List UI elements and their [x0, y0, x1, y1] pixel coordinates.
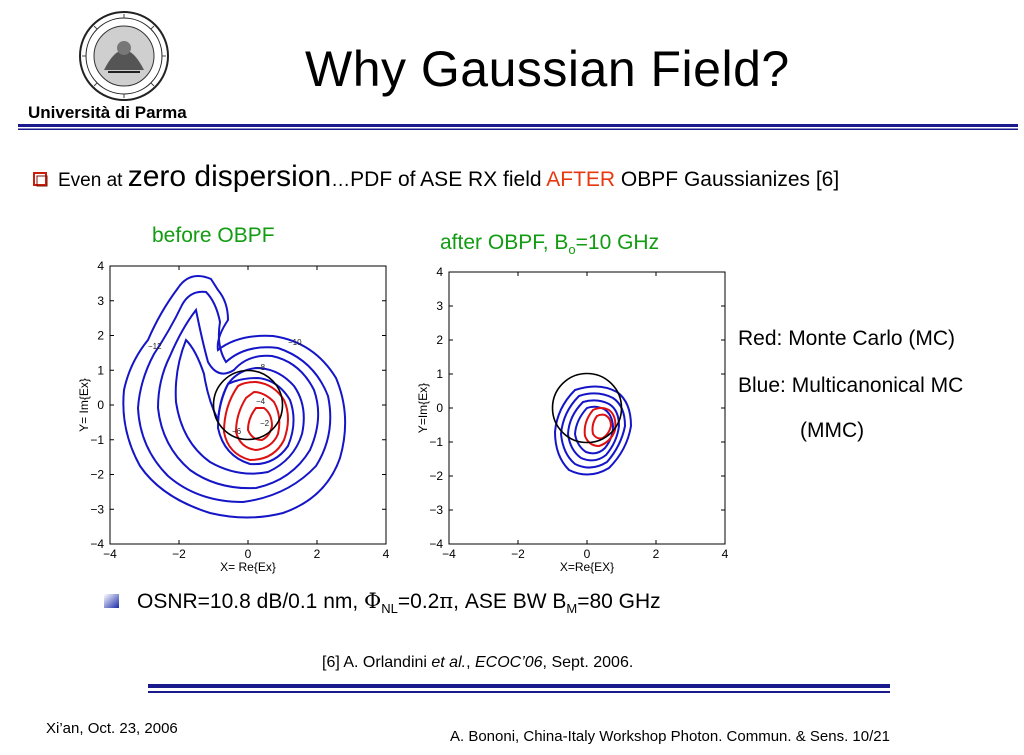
bullet-text-part1: Even at: [58, 170, 128, 191]
x-tick-label: 0: [245, 547, 252, 561]
after-obpf-label: after OBPF, Bo=10 GHz: [440, 231, 659, 257]
y-tick-label: −3: [90, 502, 104, 516]
y-tick-label: −3: [429, 503, 443, 517]
contour-label: −6: [232, 427, 242, 436]
y-tick-label: −4: [429, 537, 443, 551]
y-axis-label: Y=Im{Ex}: [416, 383, 430, 433]
y-tick-label: 0: [436, 401, 443, 415]
y-tick-label: 3: [436, 299, 443, 313]
x-tick-label: −2: [511, 547, 525, 561]
osnr-text: OSNR=10.8 dB/0.1 nm,: [137, 590, 365, 613]
reference-citation: [6] A. Orlandini et al., ECOC’06, Sept. …: [322, 654, 633, 672]
x-tick-label: 4: [383, 547, 390, 561]
ref-etal: et al.: [431, 654, 467, 671]
x-tick-label: −4: [442, 547, 456, 561]
y-tick-label: −1: [90, 433, 104, 447]
y-tick-label: 4: [436, 265, 443, 279]
bullet-gaussianizes-text: OBPF Gaussianizes [6]: [615, 168, 840, 191]
contour-label: −12: [148, 342, 162, 351]
y-tick-label: −2: [90, 468, 104, 482]
phi-value: =0.2: [397, 590, 440, 613]
bullet-zero-dispersion: zero dispersion: [127, 160, 332, 193]
y-tick-label: −2: [429, 469, 443, 483]
contour-labels: −12 −10 −8 −6 −4 −2: [148, 338, 302, 436]
unit-circle: [551, 372, 623, 444]
x-tick-label: −2: [172, 547, 186, 561]
after-obpf-label-sub: o: [568, 242, 576, 258]
x-tick-label: 0: [584, 547, 591, 561]
plot-axes: −4 −2 0 2 4 4 3 2 1 0 −1 −2 −3 −4 X=Re{EX} Y=Im{Ex}: [416, 265, 729, 574]
x-axis-label: X=Re{EX}: [560, 560, 614, 574]
footer-author-page: A. Bononi, China-Italy Workshop Photon. …: [450, 728, 890, 745]
ase-bw-text: , ASE BW B: [453, 590, 567, 613]
bullet-pdf-text: PDF of ASE RX field: [350, 168, 547, 191]
m-sub: M: [566, 601, 578, 617]
checkbox-bullet-icon: [33, 172, 48, 187]
slide-title: Why Gaussian Field?: [305, 41, 790, 97]
params-text: OSNR=10.8 dB/0.1 nm, ΦNL=0.2π, ASE BW BM…: [137, 589, 661, 616]
before-obpf-label: before OBPF: [152, 224, 275, 247]
university-name: Università di Parma: [28, 103, 187, 122]
x-tick-label: 4: [722, 547, 729, 561]
unit-circle: [212, 369, 284, 441]
y-tick-label: 0: [97, 398, 104, 412]
x-axis-label: X= Re{Ex}: [220, 560, 276, 574]
contour-label: −10: [288, 338, 302, 347]
after-obpf-label-bw: =10 GHz: [575, 231, 660, 254]
y-axis-label: Y= Im{Ex}: [78, 378, 91, 432]
bullet-text: Even at zero dispersion…PDF of ASE RX fi…: [58, 160, 839, 194]
nl-sub: NL: [381, 601, 398, 617]
y-tick-label: 2: [436, 333, 443, 347]
mc-contours: [583, 407, 617, 448]
footer-location-date: Xi’an, Oct. 23, 2006: [46, 720, 178, 737]
contour-label: −2: [260, 419, 270, 428]
ref-venue: ECOC’06: [474, 654, 543, 671]
contour-label: −4: [256, 397, 266, 406]
ref-date: , Sept. 2006.: [542, 654, 634, 671]
header-rule: [18, 124, 1018, 130]
square-bullet-icon: [104, 594, 119, 608]
x-tick-label: 2: [653, 547, 660, 561]
y-tick-label: 2: [97, 329, 104, 343]
bullet-ellipsis: …: [331, 170, 351, 191]
legend-mmc: Blue: Multicanonical MC: [738, 374, 964, 397]
footer-rule: [148, 684, 890, 693]
y-tick-label: −4: [90, 537, 104, 551]
y-tick-label: −1: [429, 435, 443, 449]
university-seal-logo: [79, 11, 169, 101]
pi-symbol: π: [439, 589, 454, 613]
ref-authors: [6] A. Orlandini: [322, 654, 432, 671]
legend-mmc-cont: (MMC): [800, 419, 865, 442]
contour-label: −8: [256, 363, 266, 372]
bullet-after-highlight: AFTER: [546, 168, 616, 191]
phi-symbol: Φ: [364, 589, 382, 613]
mc-contours: [222, 380, 289, 462]
mmc-contours: [122, 275, 347, 519]
y-tick-label: 1: [97, 363, 104, 377]
y-tick-label: 4: [97, 259, 104, 273]
contour-plot-after: −4 −2 0 2 4 4 3 2 1 0 −1 −2 −3 −4 X=Re{EX} Y=Im{Ex}: [416, 265, 729, 574]
y-tick-label: 3: [97, 294, 104, 308]
bw-value: =80 GHz: [577, 590, 661, 613]
ref-sep: ,: [466, 654, 475, 671]
x-tick-label: 2: [314, 547, 321, 561]
after-obpf-label-text: after OBPF, B: [440, 231, 569, 254]
contour-plot-before: −4 −2 0 2 4 4 3 2 1 0 −1 −2 −3 −4 X= Re{Ex} Y= Im{Ex} −…: [78, 259, 390, 574]
x-tick-label: −4: [103, 547, 117, 561]
y-tick-label: 1: [436, 367, 443, 381]
legend-mc: Red: Monte Carlo (MC): [738, 327, 956, 350]
plot-axes: −4 −2 0 2 4 4 3 2 1 0 −1 −2 −3 −4 X= Re{Ex} Y= Im{Ex}: [78, 259, 390, 574]
